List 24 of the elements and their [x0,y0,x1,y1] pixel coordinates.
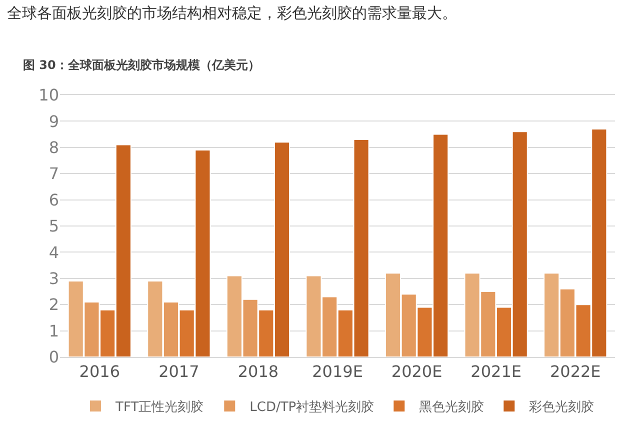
y-tick-label: 3 [48,269,59,288]
y-tick-label: 1 [48,321,59,340]
x-tick-label: 2016 [79,362,120,382]
legend-label: LCD/TP衬垫料光刻胶 [250,400,374,416]
x-tick-label: 2018 [238,362,279,382]
y-tick-label: 7 [48,164,59,184]
y-tick-label: 6 [48,190,59,210]
legend-label: 黑色光刻胶 [419,400,484,416]
x-tick-label: 2020E [391,362,442,382]
y-tick-label: 8 [48,138,59,157]
y-tick-label: 4 [48,242,59,262]
x-tick-label: 2017 [158,362,200,382]
y-tick-label: 10 [38,86,59,105]
legend-label: TFT正性光刻胶 [114,400,204,416]
y-tick-label: 5 [48,216,59,236]
chart-subtitle: 图 30：全球面板光刻胶市场规模（亿美元） [23,58,260,72]
x-tick-label: 2019E [312,362,363,382]
legend-label: 彩色光刻胶 [529,400,594,416]
y-tick-label: 0 [48,348,59,367]
y-tick-label: 2 [48,295,59,314]
x-tick-label: 2021E [470,362,522,382]
chart-title: 全球各面板光刻胶的市场结构相对稳定，彩色光刻胶的需求量最大。 [7,4,457,22]
y-tick-label: 9 [48,112,59,131]
x-tick-label: 2022E [550,362,601,382]
